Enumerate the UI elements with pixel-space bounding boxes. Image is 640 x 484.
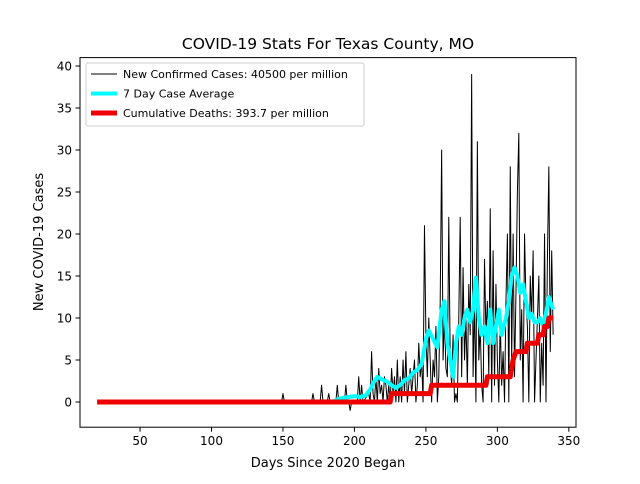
x-axis-label: Days Since 2020 Began [251, 456, 406, 471]
x-tick-label: 250 [414, 434, 437, 448]
plot-frame [79, 57, 577, 428]
chart-title: COVID-19 Stats For Texas County, MO [182, 35, 474, 53]
y-axis: 0 5 10 15 20 25 30 35 40 [57, 59, 80, 409]
legend: New Confirmed Cases: 40500 per million 7 … [85, 62, 365, 127]
x-axis: 50 100 150 200 250 300 350 [132, 427, 580, 448]
legend-box [85, 62, 365, 127]
legend-entry: Cumulative Deaths: 393.7 per million [123, 107, 329, 120]
y-tick-label: 20 [57, 227, 72, 241]
y-tick-label: 40 [57, 59, 72, 73]
series-line-1 [97, 265, 556, 404]
y-tick-label: 30 [57, 143, 72, 157]
x-tick-label: 100 [200, 434, 223, 448]
x-tick-label: 200 [343, 434, 366, 448]
x-tick-label: 50 [132, 434, 147, 448]
x-tick-label: 150 [272, 434, 295, 448]
y-tick-label: 0 [64, 395, 72, 409]
x-tick-label: 300 [486, 434, 509, 448]
x-tick-label: 350 [557, 434, 580, 448]
plot-area [97, 73, 556, 411]
y-tick-label: 15 [57, 269, 72, 283]
y-axis-label: New COVID-19 Cases [32, 173, 47, 311]
y-tick-label: 25 [57, 185, 72, 199]
legend-entry: New Confirmed Cases: 40500 per million [123, 68, 348, 81]
y-tick-label: 35 [57, 101, 72, 115]
y-tick-label: 10 [57, 311, 72, 325]
y-tick-label: 5 [64, 353, 72, 367]
series-line-2 [97, 315, 554, 405]
legend-entry: 7 Day Case Average [123, 88, 235, 101]
